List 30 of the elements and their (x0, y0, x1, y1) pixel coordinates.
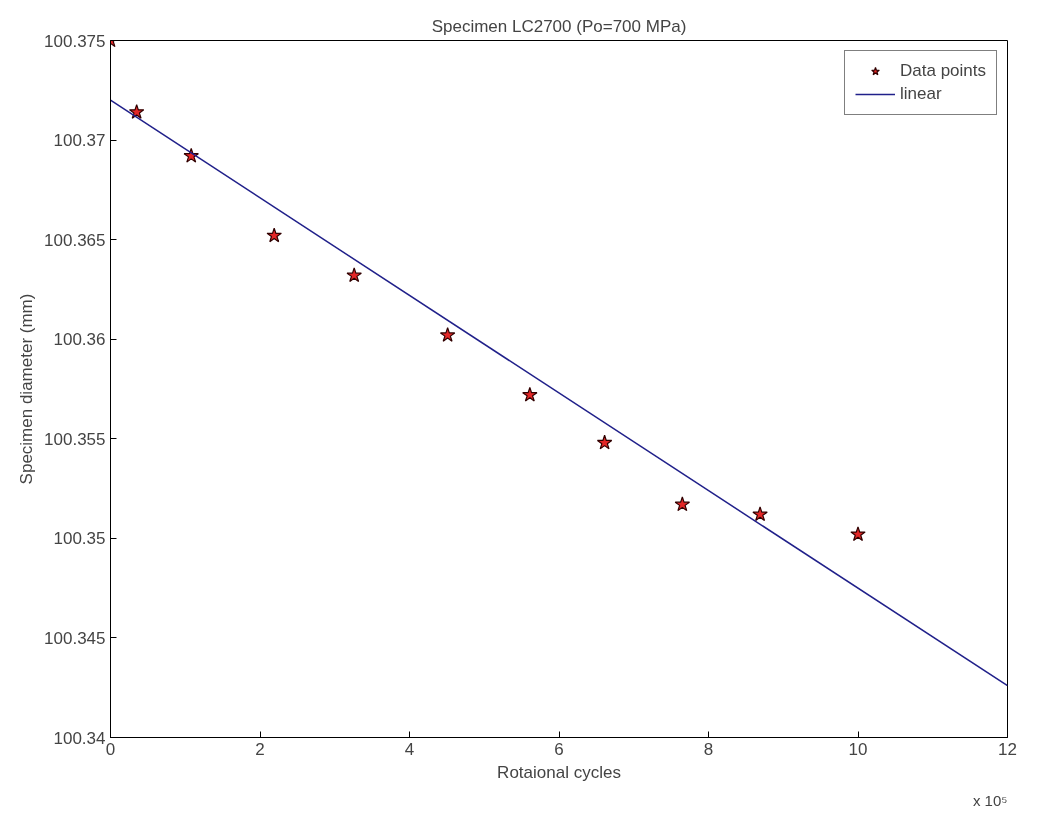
x-tick-label: 2 (255, 739, 265, 759)
x-tick-label: 12 (998, 739, 1017, 759)
y-tick-label: 100.365 (44, 230, 106, 250)
x-tick-label: 10 (848, 739, 868, 759)
point (596, 434, 613, 450)
y-tick-label: 100.345 (44, 628, 106, 648)
chart-title: Specimen LC2700 (Po=700 MPa) (431, 16, 687, 36)
y-tick-label: 100.35 (53, 529, 106, 549)
point (522, 386, 538, 402)
y-tick-label: 100.355 (44, 429, 106, 449)
x-tick-label: 8 (703, 739, 714, 759)
point (439, 327, 456, 342)
point (850, 526, 866, 542)
y-tick-label: 100.34 (53, 728, 106, 748)
point (346, 267, 362, 283)
point (266, 227, 282, 243)
x-axis-title: Rotaional cycles (497, 762, 621, 782)
y-tick-label: 100.375 (44, 31, 106, 51)
legend-label: Data points (900, 61, 986, 81)
x-tick-label: 4 (404, 739, 415, 759)
x-tick-label: 0 (105, 739, 116, 759)
x-tick-label: 6 (554, 739, 564, 759)
legend-label: linear (900, 84, 942, 104)
y-axis-title: Specimen diameter (mm) (17, 293, 37, 485)
text: x 10⁵ (972, 791, 1008, 809)
point (128, 104, 145, 119)
y-tick-label: 100.37 (53, 131, 106, 151)
point (752, 506, 768, 522)
point (674, 496, 691, 512)
y-tick-label: 100.36 (53, 330, 106, 350)
